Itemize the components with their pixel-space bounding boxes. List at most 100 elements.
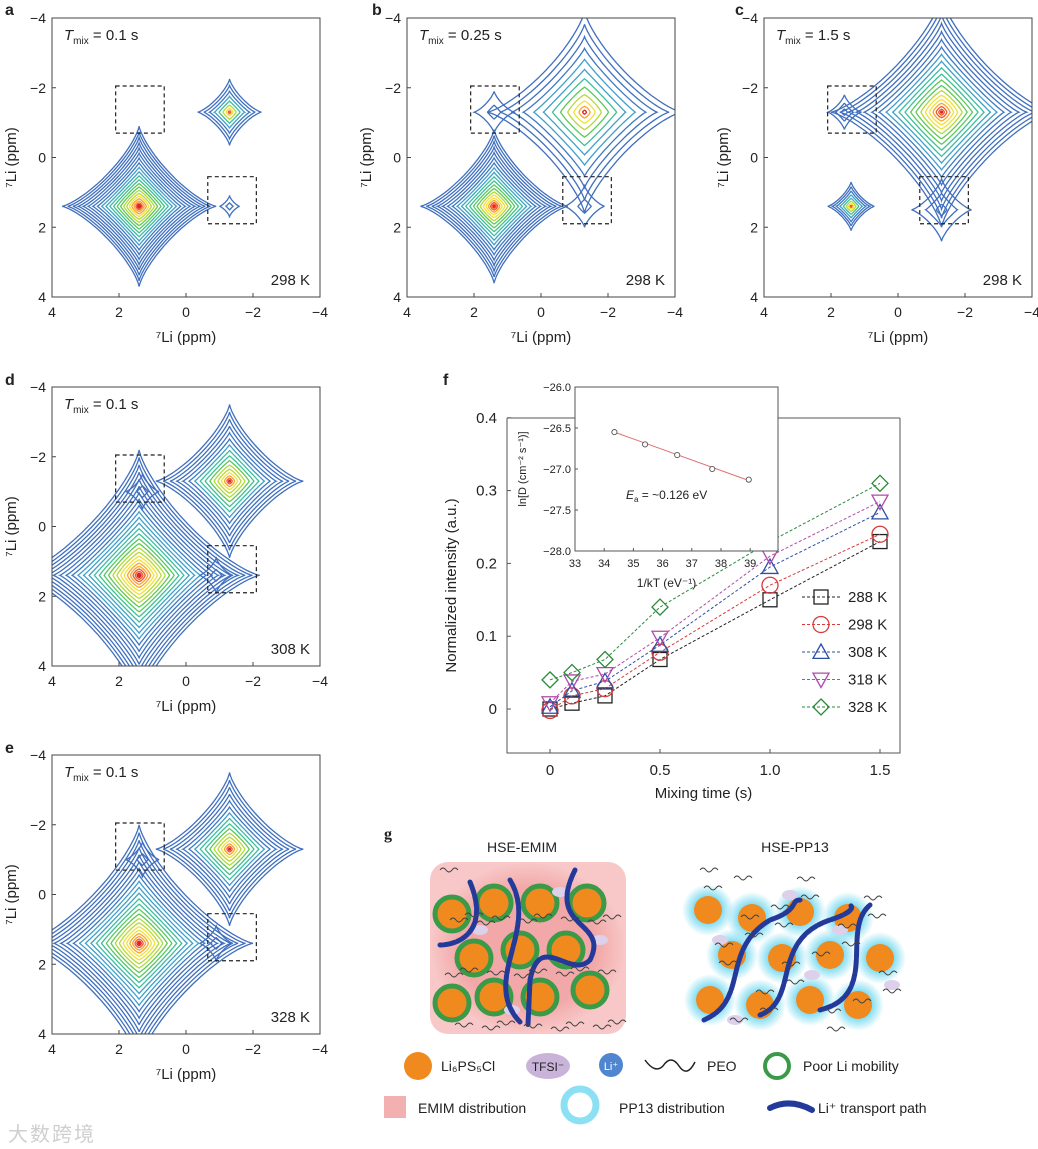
contour-line [188, 437, 272, 525]
triangle-up-marker [760, 557, 780, 575]
contour-line [131, 197, 147, 215]
peo-chain [774, 922, 794, 928]
contour-line [891, 59, 992, 165]
contour-line [532, 58, 637, 167]
tmix-sub: mix [785, 36, 801, 47]
peo-chain [439, 867, 459, 873]
fit-line [614, 431, 749, 481]
x-tick-label: −4 [1024, 304, 1038, 320]
contour-line [105, 170, 174, 243]
y-tick-label: −4 [30, 379, 46, 395]
x-tick-label: 2 [115, 304, 123, 320]
contour-line [578, 105, 591, 119]
contour-line [499, 24, 670, 201]
contour-line [209, 568, 223, 582]
contour-line [88, 522, 191, 629]
circle-marker [761, 576, 779, 594]
y-tick-label: −2 [30, 449, 46, 465]
contour-line [112, 178, 166, 234]
contour-line [136, 573, 142, 577]
x-tick-label: −2 [600, 304, 616, 320]
contour-line [220, 472, 239, 491]
y-tick-label: −28.0 [543, 546, 571, 558]
li6ps5cl-particle-poor-mobility [520, 883, 560, 923]
contour-line [52, 485, 227, 665]
contour-line [64, 497, 214, 653]
contour-line [90, 892, 189, 995]
contour-line [126, 929, 153, 957]
temperature-label: 328 K [271, 1009, 310, 1026]
peo-chain [781, 961, 801, 967]
contour-line [110, 913, 168, 974]
contour-line [542, 68, 627, 156]
peo-chain [444, 972, 464, 978]
scatter-panel-f: 0 0.5 1.0 1.5 0 0.1 0.2 0.3 0.4 Mixing time (s) No… [443, 382, 901, 802]
contour-line [199, 817, 260, 881]
contour-line [52, 471, 241, 666]
transport-path-legend-icon [767, 1100, 815, 1113]
x-tick-label: 2 [115, 1041, 123, 1057]
contour-line [193, 811, 266, 887]
contour-line [133, 200, 145, 213]
tmix-label: Tmix = 0.1 s [64, 27, 138, 47]
peo-chain [607, 1019, 627, 1025]
tmix-sub: mix [73, 36, 89, 47]
li6ps5cl-particle-poor-mobility [570, 970, 610, 1010]
contour-line [52, 457, 253, 666]
triangle-up-marker [650, 635, 670, 652]
y-tick-label: 2 [38, 956, 46, 972]
contour-line [489, 201, 499, 211]
contour-line [91, 156, 187, 256]
contour-line [188, 805, 272, 893]
peo-chain [699, 867, 719, 873]
contour-line [107, 542, 171, 608]
peo-chain [518, 918, 538, 924]
peo-chain [826, 1026, 846, 1032]
y-axis-label: ⁷Li (ppm) [358, 127, 375, 187]
peo-legend-icon [644, 1059, 696, 1072]
contour-line [842, 197, 860, 215]
activation-energy-label: Ea = ~0.126 eV [626, 488, 707, 504]
contour-line [82, 516, 196, 635]
inset-chart: 33 34 35 36 37 38 39 −26.0 −26.5 −27.0 −27.5 −28.0 1… [517, 382, 779, 590]
peo-chain [486, 970, 506, 976]
contour-line [125, 840, 160, 879]
x-tick-label: 4 [48, 673, 56, 689]
triangle-up-marker [540, 697, 560, 714]
tfsi-anion [552, 887, 568, 897]
contour-line [521, 46, 648, 178]
tfsi-anion [592, 935, 608, 945]
li-transport-path [817, 902, 873, 1013]
legend-label: 298 K [848, 617, 887, 634]
contour-line [932, 102, 951, 122]
dashed-box [115, 822, 165, 871]
contour-line [862, 29, 1021, 195]
contour-line [915, 84, 968, 140]
y-tick-label: 0.1 [476, 628, 497, 645]
series-308k: 308 K [540, 503, 890, 714]
inset-x-label: 1/kT (eV⁻¹) [637, 576, 696, 590]
annotation_E: E [626, 488, 635, 502]
contour-line [486, 104, 502, 120]
diamond-marker [596, 650, 614, 669]
triangle-up-marker [811, 642, 831, 660]
diamond-marker [812, 698, 830, 716]
y-tick-label: −2 [30, 80, 46, 96]
contour-line [123, 559, 155, 592]
contour-line [105, 908, 173, 979]
dashed-box [207, 913, 257, 962]
x-tick-label: 35 [627, 558, 639, 570]
x-tick-label: 39 [744, 558, 756, 570]
panel-label-d: d [5, 372, 15, 389]
li6ps5cl-particle [694, 896, 722, 924]
contour-line [103, 538, 175, 613]
diamond-marker [651, 598, 669, 616]
contour-line [446, 156, 543, 257]
y-tick-label: 0 [750, 150, 758, 166]
contour-line [904, 73, 979, 151]
y-tick-label: 4 [750, 289, 758, 305]
contour-line [81, 146, 198, 267]
contour-group [420, 18, 675, 284]
contour-line [98, 532, 180, 618]
y-tick-label: 0 [38, 150, 46, 166]
